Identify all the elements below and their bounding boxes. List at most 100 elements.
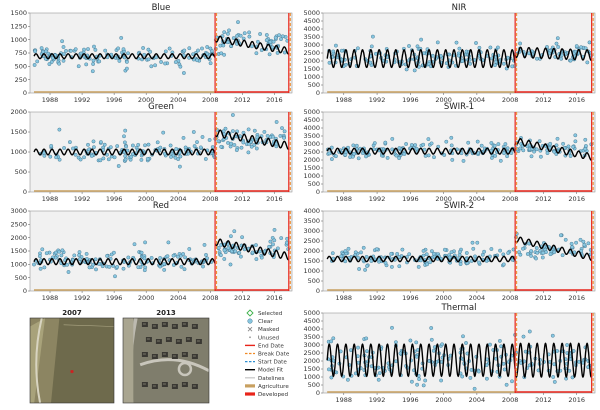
clear-point [377, 371, 382, 375]
y-tick-label: 3500 [303, 217, 320, 225]
clear-point [554, 41, 559, 46]
panel-thermal: Thermal050010001500200025003000350040004… [303, 303, 596, 404]
clear-point [556, 45, 561, 49]
clear-point [226, 246, 231, 250]
legend-marker [247, 318, 253, 324]
clear-point [39, 46, 44, 50]
image-title: 2013 [156, 309, 176, 317]
y-tick-label: 2500 [303, 49, 320, 57]
clear-point [357, 267, 361, 271]
legend-label: Clear [258, 319, 273, 325]
model-fit-segment-1 [326, 147, 516, 155]
x-tick-label: 2000 [435, 195, 452, 203]
clear-point [49, 60, 54, 64]
legend-item-masked: Masked [247, 326, 280, 333]
x-tick-label: 2012 [234, 195, 251, 203]
clear-point [163, 49, 168, 54]
y-tick-label: 3000 [303, 227, 320, 235]
y-tick-label: 1500 [303, 65, 320, 73]
clear-point [123, 128, 128, 133]
clear-point [216, 246, 221, 250]
clear-point [191, 130, 196, 134]
clear-point [54, 155, 58, 160]
clear-point [268, 239, 273, 244]
clear-point [443, 247, 447, 252]
clear-point [264, 38, 269, 43]
clear-point [249, 144, 254, 149]
clear-point [72, 253, 77, 258]
clear-point [407, 252, 412, 257]
x-tick-label: 1992 [74, 195, 91, 203]
clear-point [493, 154, 498, 158]
clear-point [38, 254, 42, 259]
y-tick-label: 2500 [303, 349, 320, 357]
clear-point [397, 146, 402, 150]
clear-point [550, 333, 555, 338]
clear-point [200, 46, 204, 51]
image-frame [29, 317, 115, 404]
clear-point [346, 246, 351, 251]
clear-point [256, 39, 260, 44]
clear-point [529, 254, 533, 258]
clear-point [235, 34, 239, 38]
x-tick-label: 2012 [234, 294, 251, 302]
clear-point [363, 268, 367, 272]
model-fit-segment-2 [214, 238, 290, 261]
clear-point [187, 46, 192, 51]
clear-point [76, 64, 81, 69]
clear-point [566, 144, 571, 149]
legend-item-agriculture: Agriculture [245, 384, 289, 390]
y-tick-label: 1500 [303, 164, 320, 172]
clear-point [143, 240, 147, 245]
clear-point [163, 61, 167, 66]
clear-point [98, 158, 103, 163]
clear-point [178, 164, 182, 169]
clear-point [410, 379, 414, 384]
x-tick-label: 1988 [336, 396, 353, 404]
clear-point [93, 257, 98, 262]
clear-point [518, 146, 523, 151]
model-fit-segment-1 [33, 148, 216, 156]
clear-point [117, 59, 122, 63]
legend-label: Developed [258, 392, 288, 398]
clear-point [450, 158, 455, 162]
clear-point [250, 250, 255, 255]
clear-point [586, 241, 591, 246]
clear-point [196, 48, 200, 53]
clear-point [166, 240, 171, 245]
clear-point [334, 43, 338, 48]
clear-point [503, 142, 508, 146]
y-tick-label: 1500 [303, 257, 320, 265]
y-tick-label: 1500 [10, 128, 27, 136]
clear-point [334, 154, 338, 159]
y-tick-label: 1250 [10, 23, 27, 31]
y-tick-label: 5000 [303, 9, 320, 17]
clear-point [232, 143, 237, 147]
clear-point [329, 339, 333, 344]
y-tick-label: 3000 [303, 41, 320, 49]
clear-point [178, 64, 183, 69]
clear-point [273, 35, 278, 40]
clear-point [103, 48, 108, 53]
clear-point [364, 255, 369, 259]
clear-point [397, 156, 401, 160]
clear-point [583, 137, 588, 142]
clear-point [162, 268, 167, 272]
clear-point [73, 152, 78, 157]
clear-point [112, 155, 117, 160]
model-fit-segment-2 [514, 342, 593, 378]
legend: Selected Clear Masked Unused End Date Break D… [245, 309, 290, 398]
clear-point [274, 120, 279, 124]
x-tick-label: 2012 [535, 195, 552, 203]
clear-point [222, 257, 227, 261]
clear-point [254, 51, 259, 56]
clear-point [329, 375, 334, 380]
clear-point [131, 143, 135, 148]
clear-point [113, 274, 117, 279]
legend-label: Agriculture [258, 384, 289, 390]
clear-point [92, 145, 96, 150]
clear-point [472, 386, 477, 391]
clear-point [77, 250, 82, 254]
clear-point [555, 136, 560, 141]
clear-point [350, 154, 355, 159]
